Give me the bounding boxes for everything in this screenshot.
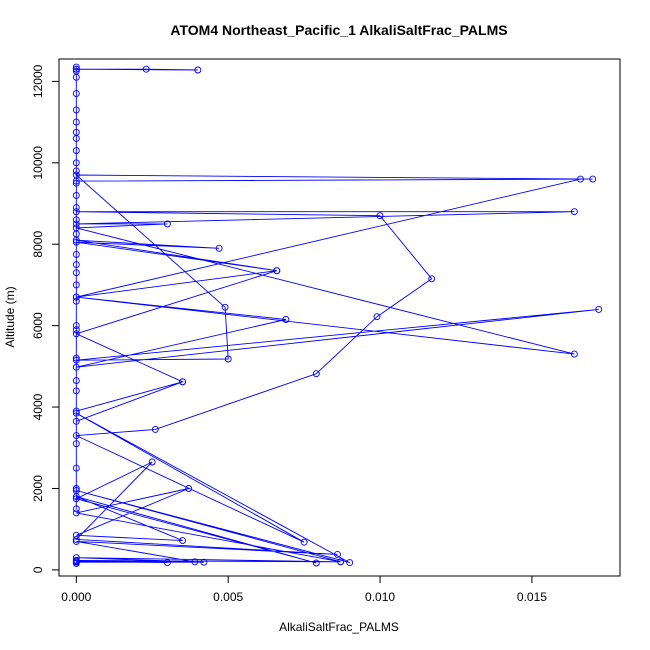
data-point <box>72 363 80 371</box>
data-point <box>72 179 80 187</box>
data-point <box>72 487 80 494</box>
plot-area <box>72 63 603 567</box>
data-point <box>373 313 381 321</box>
data-point <box>570 208 578 216</box>
data-point <box>72 297 80 305</box>
data-point <box>72 147 80 155</box>
data-point <box>72 354 80 362</box>
data-point <box>72 505 80 513</box>
y-axis-label: Altitude (m) <box>3 286 17 347</box>
data-point <box>273 267 281 275</box>
data-point <box>334 550 341 558</box>
data-point <box>376 212 384 220</box>
data-point <box>72 118 80 126</box>
data-point <box>72 535 80 543</box>
data-point <box>72 387 80 395</box>
data-point <box>72 432 80 440</box>
y-tick-label: 8000 <box>31 231 45 258</box>
data-point <box>194 66 202 74</box>
data-point <box>200 558 208 566</box>
chart-title: ATOM4 Northeast_Pacific_1 AlkaliSaltFrac… <box>170 22 507 38</box>
data-point <box>72 464 80 472</box>
data-point <box>72 208 80 216</box>
data-point <box>72 128 80 136</box>
data-point <box>346 559 354 567</box>
data-point <box>185 485 193 492</box>
data-point <box>72 250 80 258</box>
x-axis: 0.000 0.005 0.010 0.015 <box>61 575 547 604</box>
data-point <box>72 485 80 492</box>
data-point <box>577 175 584 183</box>
data-point <box>72 238 80 246</box>
data-point <box>72 65 80 73</box>
y-tick-label: 4000 <box>31 393 45 420</box>
data-point <box>72 106 80 114</box>
x-tick-label: 0.010 <box>365 590 395 604</box>
data-point <box>72 417 80 425</box>
data-point <box>72 330 80 338</box>
data-point <box>72 531 80 539</box>
y-tick-label: 2000 <box>31 475 45 502</box>
y-tick-label: 6000 <box>31 312 45 339</box>
data-point <box>72 261 80 269</box>
data-point <box>142 65 150 73</box>
data-point <box>72 159 80 167</box>
data-point <box>72 509 80 517</box>
data-point <box>589 175 597 183</box>
data-point <box>72 269 80 277</box>
data-point <box>72 171 80 179</box>
data-point <box>72 322 80 330</box>
x-tick-label: 0.000 <box>61 590 91 604</box>
data-point <box>148 458 156 466</box>
data-point <box>72 216 80 224</box>
data-point <box>72 293 80 301</box>
data-point <box>337 558 345 566</box>
data-point <box>312 370 320 378</box>
data-point <box>221 303 229 311</box>
x-tick-label: 0.015 <box>517 590 547 604</box>
data-point <box>72 377 80 385</box>
data-point <box>72 63 80 71</box>
data-point <box>72 409 80 417</box>
y-axis: 0 2000 4000 6000 8000 10000 12000 <box>31 64 60 573</box>
data-point <box>72 554 80 562</box>
data-point <box>72 230 80 238</box>
data-point <box>72 557 80 564</box>
data-point <box>163 220 171 228</box>
data-point <box>72 440 80 448</box>
data-point <box>72 204 80 212</box>
data-point <box>300 538 308 546</box>
y-tick-label: 12000 <box>31 64 45 98</box>
series-line <box>74 67 599 564</box>
data-point <box>179 378 187 386</box>
data-point <box>72 67 80 75</box>
data-point <box>72 356 80 364</box>
x-tick-label: 0.005 <box>213 590 243 604</box>
data-point <box>72 326 80 334</box>
data-point <box>282 316 290 323</box>
data-point <box>595 305 603 313</box>
data-point <box>179 537 187 545</box>
data-point <box>428 275 436 283</box>
y-tick-label: 0 <box>31 566 45 573</box>
y-tick-label: 10000 <box>31 146 45 180</box>
data-point <box>224 355 232 363</box>
data-point <box>72 220 80 228</box>
data-point <box>72 495 80 503</box>
data-point <box>312 559 320 567</box>
data-point <box>72 167 80 175</box>
data-point <box>570 350 578 358</box>
data-point <box>163 559 171 567</box>
x-axis-label: AlkaliSaltFrac_PALMS <box>279 620 399 634</box>
data-point <box>72 90 80 98</box>
data-point <box>191 558 199 566</box>
data-point <box>151 425 159 433</box>
data-point <box>72 407 80 415</box>
data-point <box>72 191 80 199</box>
data-point <box>215 244 223 252</box>
data-point <box>72 281 80 289</box>
